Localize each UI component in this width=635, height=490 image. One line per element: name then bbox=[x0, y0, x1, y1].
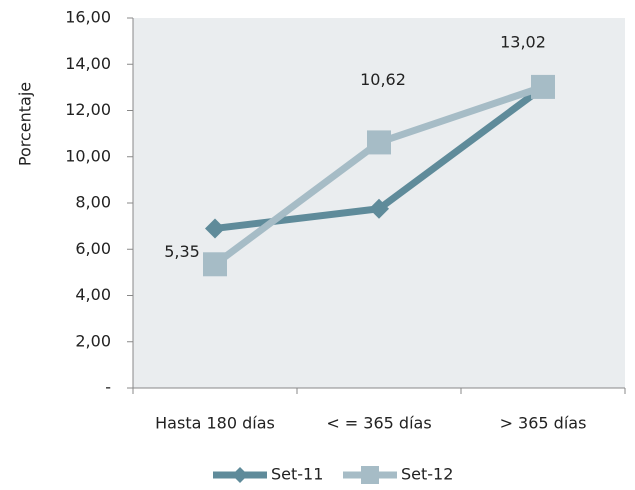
y-tick-label: 8,00 bbox=[75, 193, 111, 212]
point bbox=[531, 74, 555, 99]
y-tick-label: 12,00 bbox=[65, 100, 111, 119]
legend-marker bbox=[232, 467, 248, 483]
x-tick-label: Hasta 180 días bbox=[155, 414, 275, 433]
y-tick-label: 6,00 bbox=[75, 239, 111, 258]
y-tick-label: 4,00 bbox=[75, 285, 111, 304]
y-tick-label: 16,00 bbox=[65, 8, 111, 27]
legend-label: Set-11 bbox=[271, 465, 323, 484]
y-axis-label: Porcentaje bbox=[16, 82, 35, 166]
y-tick-label: 10,00 bbox=[65, 146, 111, 165]
legend-marker bbox=[361, 466, 379, 484]
y-tick-label: 14,00 bbox=[65, 54, 111, 73]
point bbox=[203, 252, 227, 277]
legend-label: Set-12 bbox=[401, 465, 453, 484]
point bbox=[205, 218, 225, 239]
data-label: 10,62 bbox=[360, 70, 406, 89]
point bbox=[367, 130, 391, 155]
point bbox=[369, 198, 389, 219]
x-tick-label: < = 365 días bbox=[326, 414, 431, 433]
data-label: 13,02 bbox=[500, 32, 546, 51]
y-tick-label: - bbox=[105, 378, 111, 397]
x-tick-label: > 365 días bbox=[500, 414, 587, 433]
y-tick-label: 2,00 bbox=[75, 331, 111, 350]
data-label: 5,35 bbox=[164, 242, 200, 261]
